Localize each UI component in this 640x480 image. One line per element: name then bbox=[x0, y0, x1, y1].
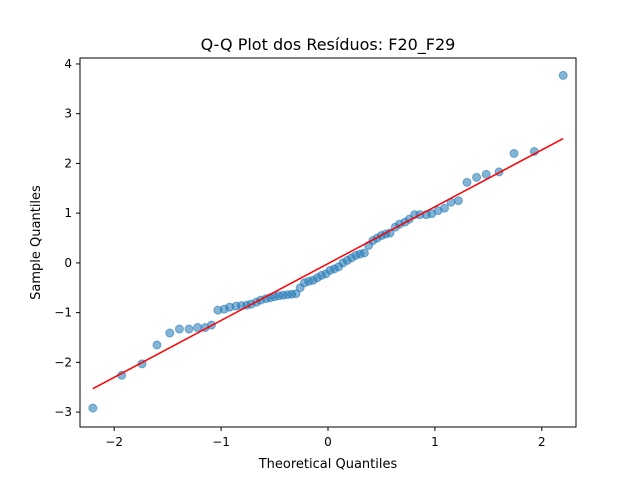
x-tick-label: 2 bbox=[538, 435, 546, 449]
y-tick-label: 1 bbox=[64, 206, 72, 220]
x-axis-label: Theoretical Quantiles bbox=[258, 457, 398, 472]
data-point bbox=[152, 340, 162, 350]
x-tick-label: 0 bbox=[324, 435, 332, 449]
plot-area: −2 −1 0 1 2 −3 −2 −1 0 1 2 3 4 bbox=[54, 57, 577, 449]
data-point bbox=[88, 403, 98, 413]
data-point bbox=[509, 148, 519, 158]
x-axis: −2 −1 0 1 2 bbox=[105, 427, 546, 449]
reference-line bbox=[92, 137, 564, 390]
data-point bbox=[472, 172, 482, 182]
y-axis: −3 −2 −1 0 1 2 3 4 bbox=[54, 57, 80, 419]
data-point bbox=[165, 328, 175, 338]
y-tick-label: 0 bbox=[64, 256, 72, 270]
data-point bbox=[174, 324, 184, 334]
data-point bbox=[481, 169, 491, 179]
y-tick-label: −2 bbox=[54, 355, 72, 369]
data-point bbox=[462, 177, 472, 187]
data-point bbox=[291, 289, 301, 299]
x-tick-label: −1 bbox=[212, 435, 230, 449]
y-tick-label: −1 bbox=[54, 306, 72, 320]
data-point bbox=[359, 248, 369, 258]
y-axis-label: Sample Quantiles bbox=[29, 185, 44, 300]
data-point bbox=[184, 324, 194, 334]
y-tick-label: 3 bbox=[64, 107, 72, 121]
reference-line-group bbox=[92, 137, 564, 390]
x-tick-label: −2 bbox=[105, 435, 123, 449]
data-point bbox=[453, 196, 463, 206]
chart-title: Q-Q Plot dos Resíduos: F20_F29 bbox=[201, 35, 456, 55]
data-point bbox=[193, 323, 203, 333]
y-tick-label: 4 bbox=[64, 57, 72, 71]
y-tick-label: 2 bbox=[64, 156, 72, 170]
data-point bbox=[558, 70, 568, 80]
y-tick-label: −3 bbox=[54, 405, 72, 419]
data-point bbox=[440, 203, 450, 213]
x-tick-label: 1 bbox=[431, 435, 439, 449]
